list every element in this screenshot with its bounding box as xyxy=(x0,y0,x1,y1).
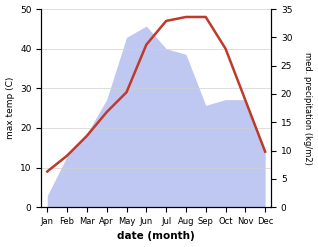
X-axis label: date (month): date (month) xyxy=(117,231,195,242)
Y-axis label: max temp (C): max temp (C) xyxy=(5,77,15,139)
Y-axis label: med. precipitation (kg/m2): med. precipitation (kg/m2) xyxy=(303,52,313,165)
